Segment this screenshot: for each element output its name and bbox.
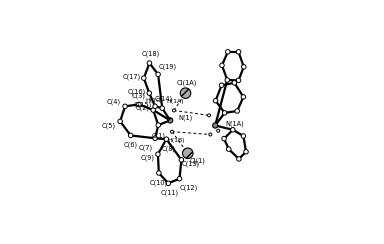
Text: C(6): C(6): [124, 141, 138, 148]
Circle shape: [160, 106, 164, 111]
Text: C(1): C(1): [151, 132, 165, 139]
Text: C(3): C(3): [132, 92, 146, 99]
Text: Cl(1A): Cl(1A): [176, 80, 197, 86]
Circle shape: [167, 118, 173, 123]
Circle shape: [153, 104, 157, 109]
Text: H(1C): H(1C): [145, 98, 163, 103]
Circle shape: [172, 109, 175, 112]
Circle shape: [182, 148, 193, 159]
Circle shape: [142, 76, 146, 80]
Text: H(1A): H(1A): [167, 99, 184, 104]
Text: C(5): C(5): [102, 123, 116, 129]
Circle shape: [207, 114, 210, 117]
Circle shape: [236, 78, 241, 83]
Circle shape: [153, 136, 157, 141]
Text: C(13): C(13): [182, 160, 200, 167]
Circle shape: [156, 72, 161, 77]
Circle shape: [156, 152, 160, 156]
Circle shape: [157, 171, 161, 175]
Circle shape: [209, 133, 212, 136]
Circle shape: [225, 50, 230, 54]
Circle shape: [217, 129, 220, 132]
Text: C(14): C(14): [155, 96, 173, 102]
Circle shape: [242, 65, 246, 69]
Circle shape: [123, 104, 127, 109]
Circle shape: [220, 63, 224, 68]
Circle shape: [180, 88, 191, 98]
Text: N(1): N(1): [179, 115, 193, 122]
Text: C(11): C(11): [161, 190, 179, 196]
Circle shape: [232, 81, 237, 85]
Circle shape: [225, 78, 230, 82]
Text: C(17): C(17): [122, 73, 141, 80]
Circle shape: [231, 128, 235, 132]
Circle shape: [151, 108, 156, 112]
Circle shape: [147, 61, 152, 65]
Circle shape: [137, 102, 141, 107]
Text: C(8): C(8): [162, 146, 176, 152]
Circle shape: [222, 111, 227, 115]
Text: C(12): C(12): [179, 184, 198, 191]
Circle shape: [179, 158, 184, 162]
Circle shape: [166, 181, 170, 186]
Circle shape: [170, 130, 174, 133]
Circle shape: [227, 147, 231, 151]
Circle shape: [177, 176, 182, 181]
Circle shape: [219, 83, 224, 88]
Text: C(7): C(7): [139, 144, 153, 151]
Text: C(2): C(2): [136, 105, 150, 112]
Circle shape: [237, 157, 241, 161]
Text: C(9): C(9): [141, 155, 155, 161]
Circle shape: [214, 98, 218, 103]
Circle shape: [164, 137, 169, 142]
Text: C(10): C(10): [150, 179, 168, 186]
Circle shape: [156, 123, 161, 127]
Circle shape: [128, 133, 133, 138]
Text: C(15): C(15): [134, 101, 152, 108]
Text: C(16): C(16): [128, 88, 146, 94]
Circle shape: [147, 91, 152, 95]
Circle shape: [118, 119, 122, 124]
Circle shape: [235, 109, 240, 113]
Text: C(4): C(4): [107, 98, 121, 105]
Text: C(18): C(18): [141, 50, 159, 57]
Circle shape: [222, 136, 226, 141]
Circle shape: [241, 95, 246, 99]
Circle shape: [241, 134, 246, 138]
Text: C(19): C(19): [159, 64, 177, 71]
Text: Cl(1): Cl(1): [190, 158, 205, 164]
Text: H(1B): H(1B): [167, 138, 185, 143]
Text: N(1A): N(1A): [225, 121, 244, 127]
Circle shape: [236, 50, 241, 54]
Circle shape: [244, 150, 248, 154]
Circle shape: [213, 123, 218, 128]
